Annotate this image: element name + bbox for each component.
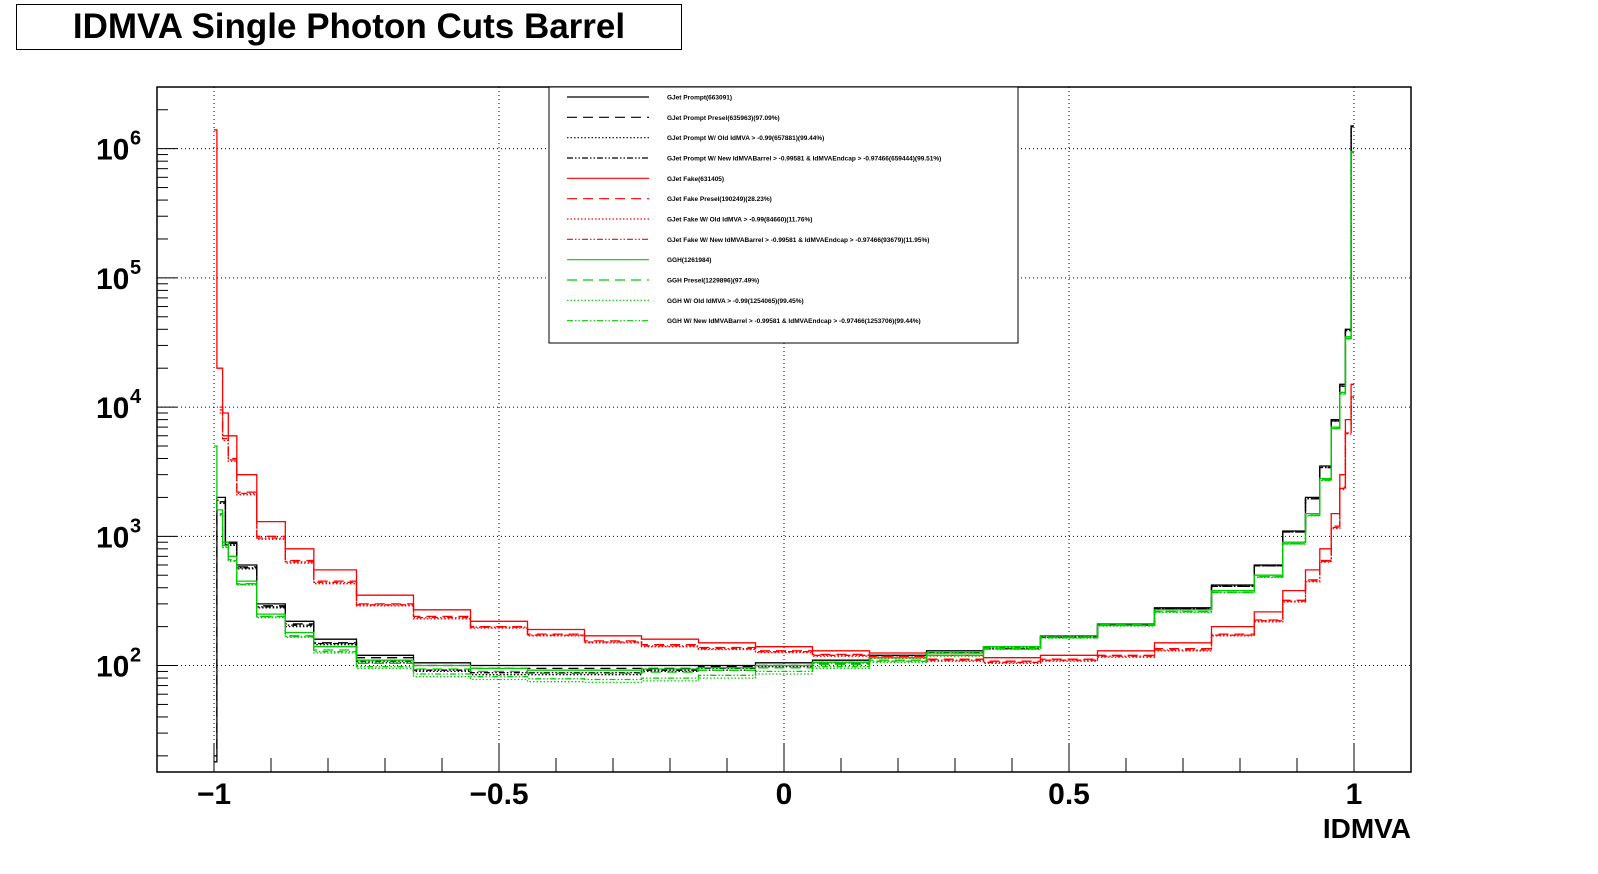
legend: GJet Prompt(663091) GJet Prompt Presel(63… <box>548 86 1019 344</box>
legend-entry: GJet Fake W/ Old IdMVA > -0.99(84660)(11… <box>567 217 812 224</box>
y-tick-label: 10 6 <box>96 128 141 167</box>
x-axis-title: IDMVA <box>1323 813 1411 844</box>
y-tick-exponent: 6 <box>130 128 141 150</box>
legend-label: GJet Fake W/ New IdMVABarrel > -0.99581 … <box>667 237 929 244</box>
series-line-5 <box>214 129 1354 659</box>
series-line-12 <box>219 151 1354 681</box>
legend-entry: GJet Fake Presel(190249)(28.23%) <box>567 196 772 203</box>
legend-entry: GJet Prompt(663091) <box>567 95 732 102</box>
legend-entry: GGH W/ New IdMVABarrel > -0.99581 & IdMV… <box>567 318 921 325</box>
x-tick-label: −0.5 <box>469 778 528 811</box>
x-axis-ticks: −1 −0.5 0 0.5 1 <box>197 778 1362 811</box>
series-line-8 <box>219 397 1354 663</box>
legend-entry: GJet Fake(631405) <box>567 176 724 183</box>
y-tick-base: 10 <box>96 134 129 167</box>
y-tick-label: 10 5 <box>96 257 141 296</box>
y-tick-exponent: 4 <box>130 386 142 408</box>
legend-label: GJet Prompt Presel(635963)(97.09%) <box>667 115 780 122</box>
legend-label: GJet Prompt W/ Old IdMVA > -0.99(657881)… <box>667 135 824 142</box>
grid <box>157 87 1411 772</box>
legend-label: GGH W/ New IdMVABarrel > -0.99581 & IdMV… <box>667 318 921 325</box>
y-tick-label: 10 2 <box>96 645 141 684</box>
series-line-7 <box>219 398 1354 664</box>
y-tick-label: 10 3 <box>96 515 141 554</box>
legend-label: GGH Presel(1229896)(97.49%) <box>667 278 759 285</box>
x-tick-label: 0.5 <box>1048 778 1090 811</box>
legend-entry: GJet Prompt W/ Old IdMVA > -0.99(657881)… <box>567 135 824 142</box>
legend-entry: GJet Prompt W/ New IdMVABarrel > -0.9958… <box>567 156 941 163</box>
legend-entry: GJet Prompt Presel(635963)(97.09%) <box>567 115 780 122</box>
legend-label: GGH W/ Old IdMVA > -0.99(1254065)(99.45%… <box>667 298 804 305</box>
y-tick-label: 10 4 <box>96 386 142 425</box>
series-line-9 <box>214 150 1354 671</box>
legend-label: GJet Fake W/ Old IdMVA > -0.99(84660)(11… <box>667 217 812 224</box>
y-tick-base: 10 <box>96 651 129 684</box>
y-tick-exponent: 3 <box>130 515 141 537</box>
legend-label: GJet Prompt(663091) <box>667 95 732 102</box>
x-tick-label: 0 <box>776 778 793 811</box>
x-tick-label: 1 <box>1346 778 1363 811</box>
series-line-11 <box>219 151 1354 684</box>
y-tick-base: 10 <box>96 263 129 296</box>
y-tick-base: 10 <box>96 392 129 425</box>
legend-label: GGH(1261984) <box>667 257 711 264</box>
chart-title: IDMVA Single Photon Cuts Barrel <box>16 4 682 50</box>
legend-label: GJet Fake(631405) <box>667 176 724 183</box>
legend-entry: GGH Presel(1229896)(97.49%) <box>567 278 759 285</box>
y-tick-exponent: 2 <box>130 645 141 667</box>
series-group <box>214 125 1354 763</box>
legend-entry: GGH W/ Old IdMVA > -0.99(1254065)(99.45%… <box>567 298 804 305</box>
legend-entry: GJet Fake W/ New IdMVABarrel > -0.99581 … <box>567 237 929 244</box>
y-tick-exponent: 5 <box>130 257 141 279</box>
legend-label: GJet Fake Presel(190249)(28.23%) <box>667 196 772 203</box>
series-line-4 <box>219 125 1354 674</box>
legend-entry: GGH(1261984) <box>567 257 711 264</box>
x-tick-label: −1 <box>197 778 231 811</box>
series-line-6 <box>219 396 1354 662</box>
legend-label: GJet Prompt W/ New IdMVABarrel > -0.9958… <box>667 156 941 163</box>
y-tick-base: 10 <box>96 521 129 554</box>
